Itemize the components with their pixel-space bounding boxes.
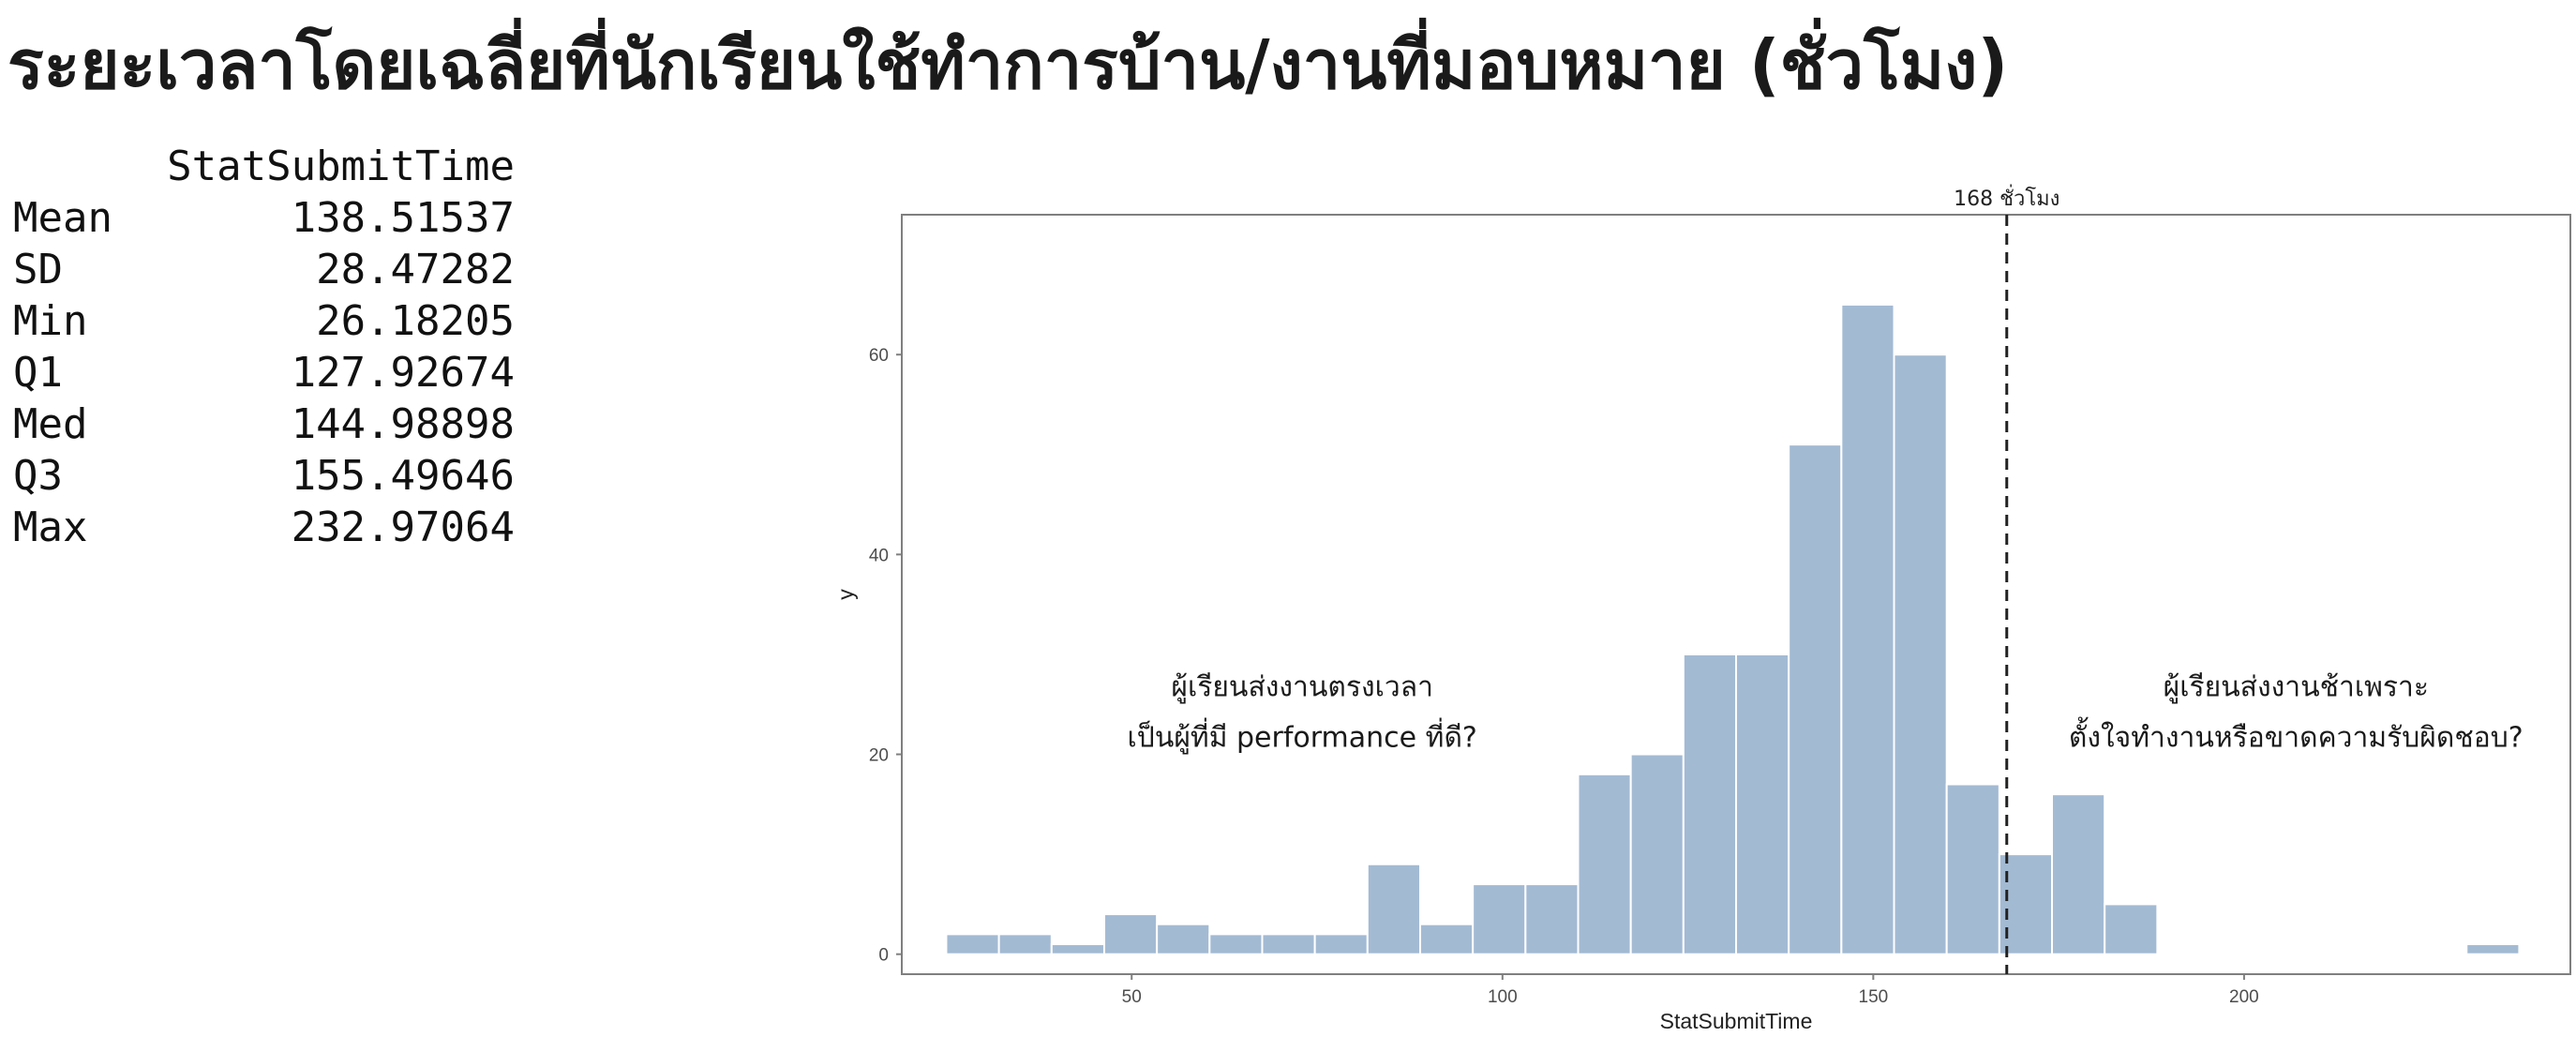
stat-label: Mean (13, 194, 112, 242)
histogram-bar (1050, 943, 1105, 955)
stat-label: Q3 (13, 452, 63, 500)
reference-line-label: 168 ชั่วโมง (1954, 184, 2059, 211)
x-tick-label: 200 (2229, 987, 2259, 1007)
summary-stats-row-q1: Q1 127.92674 (13, 347, 515, 398)
summary-stats-header-row: StatSubmitTime (13, 141, 515, 192)
stat-label: Max (13, 503, 88, 551)
annotation-right-line-2: ตั้งใจทำงานหรือขาดความรับผิดชอบ? (2069, 717, 2524, 755)
y-tick-label: 20 (869, 746, 889, 766)
stat-value: 232.97064 (291, 503, 515, 551)
y-tick-label: 0 (878, 946, 889, 966)
histogram-bar (1945, 783, 2000, 955)
histogram-bar (2465, 943, 2521, 955)
histogram-bar (1893, 353, 1948, 955)
summary-stats-row-sd: SD 28.47282 (13, 244, 515, 295)
histogram-bar (1629, 753, 1685, 955)
summary-stats-table: StatSubmitTime Mean 138.51537 SD 28.4728… (13, 141, 515, 553)
x-axis-title: StatSubmitTime (1660, 1009, 1813, 1033)
stat-value: 28.47282 (316, 246, 515, 293)
annotation-left-line-2: เป็นผู้ที่มี performance ที่ดี? (1128, 718, 1477, 755)
histogram-bar (997, 933, 1053, 955)
summary-stats-row-min: Min 26.18205 (13, 295, 515, 347)
histogram-bar (1156, 923, 1211, 955)
stat-label: Q1 (13, 349, 63, 397)
histogram-bar (1524, 883, 1580, 955)
histogram-bar (1577, 773, 1632, 955)
stat-value: 26.18205 (316, 297, 515, 345)
annotation-left-line-1: ผู้เรียนส่งงานตรงเวลา (1171, 671, 1433, 704)
summary-stats-row-mean: Mean 138.51537 (13, 192, 515, 244)
summary-stats-row-med: Med 144.98898 (13, 398, 515, 450)
y-tick-label: 40 (869, 546, 889, 565)
x-tick-label: 100 (1488, 987, 1518, 1007)
histogram-bar (1682, 653, 1737, 955)
stat-value: 155.49646 (291, 452, 515, 500)
histogram-bar (1366, 863, 1421, 955)
stat-value: 138.51537 (291, 194, 515, 242)
histogram-bar (1840, 303, 1895, 955)
x-tick-label: 50 (1122, 987, 1142, 1007)
histogram-bars (945, 303, 2521, 955)
page-title: ระยะเวลาโดยเฉลี่ยที่นักเรียนใช้ทำการบ้าน… (7, 25, 2009, 104)
y-axis-ticks: 0 20 40 60 (869, 346, 902, 966)
histogram-bar (1788, 443, 1843, 955)
histogram-bar (1313, 933, 1369, 955)
histogram-bar (1261, 933, 1316, 955)
x-axis-ticks: 50 100 150 200 (1122, 974, 2259, 1007)
histogram-bar (1472, 883, 1527, 955)
chart-panel-border (901, 214, 2571, 975)
stat-value: 144.98898 (291, 400, 515, 448)
histogram-bar (1208, 933, 1264, 955)
y-tick-label: 60 (869, 346, 889, 366)
histogram-bar (1735, 653, 1790, 955)
summary-stats-row-q3: Q3 155.49646 (13, 450, 515, 502)
annotation-right-line-1: ผู้เรียนส่งงานช้าเพราะ (2164, 671, 2429, 704)
histogram-bar (945, 933, 1000, 955)
x-tick-label: 150 (1859, 987, 1889, 1007)
stat-label: Min (13, 297, 88, 345)
summary-stats-row-max: Max 232.97064 (13, 502, 515, 553)
histogram-bar (1418, 923, 1475, 955)
stat-label: SD (13, 246, 63, 293)
stat-value: 127.92674 (291, 349, 515, 397)
histogram-bar (2104, 903, 2159, 955)
stat-label: Med (13, 400, 88, 448)
y-axis-title: y (833, 589, 858, 600)
summary-stats-column-header: StatSubmitTime (167, 143, 515, 190)
histogram-bar (1998, 853, 2054, 955)
histogram-bar (1102, 913, 1159, 955)
histogram-bar (2051, 793, 2106, 955)
